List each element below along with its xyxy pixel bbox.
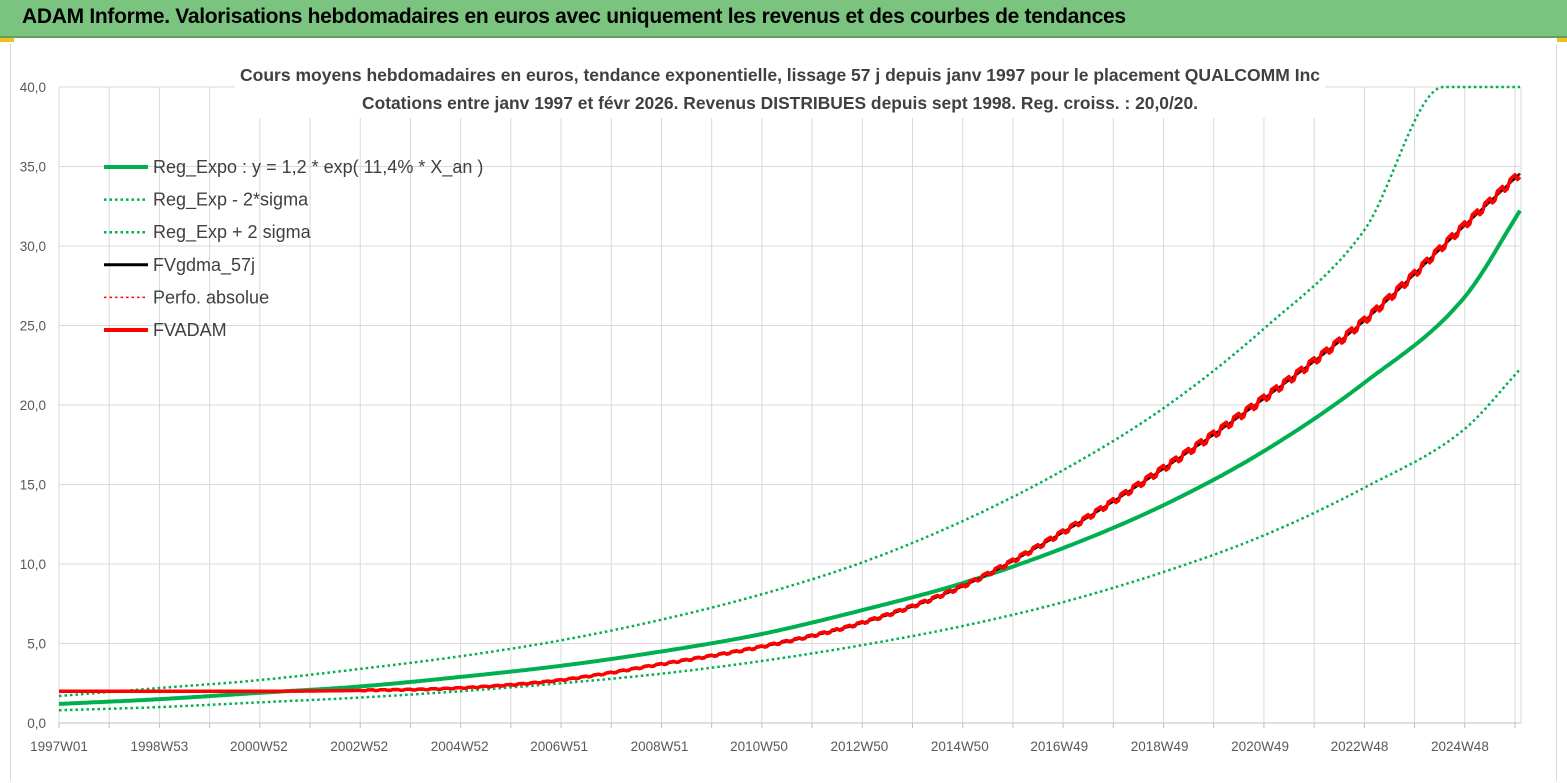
legend: Reg_Expo : y = 1,2 * exp( 11,4% * X_an )… xyxy=(104,157,483,340)
x-tick-label: 2012W50 xyxy=(831,739,889,754)
x-tick-label: 2008W51 xyxy=(631,739,689,754)
x-tick-label: 2010W50 xyxy=(730,739,788,754)
y-tick-label: 0,0 xyxy=(27,716,46,731)
series-line xyxy=(59,172,1521,693)
x-tick-label: 2014W50 xyxy=(931,739,989,754)
y-tick-label: 30,0 xyxy=(20,239,46,254)
x-tick-label: 2002W52 xyxy=(330,739,388,754)
series-line xyxy=(59,173,1521,692)
header-bar: ADAM Informe. Valorisations hebdomadaire… xyxy=(0,0,1567,38)
y-tick-label: 5,0 xyxy=(27,637,46,652)
y-tick-label: 10,0 xyxy=(20,557,46,572)
grid xyxy=(58,86,1522,728)
y-tick-label: 15,0 xyxy=(20,478,46,493)
x-tick-label: 2018W49 xyxy=(1131,739,1189,754)
x-tick-label: 2006W51 xyxy=(530,739,588,754)
series xyxy=(58,85,1522,712)
legend-label: Perfo. absolue xyxy=(153,287,269,307)
series-line xyxy=(58,209,1522,706)
x-tick-label: 2020W49 xyxy=(1231,739,1289,754)
legend-label: Reg_Exp + 2 sigma xyxy=(153,222,312,243)
series-line xyxy=(58,368,1521,712)
x-tick-label: 2004W52 xyxy=(431,739,489,754)
x-tick-label: 2000W52 xyxy=(230,739,288,754)
x-axis: 1997W01 1998W53 2000W52 2002W52 2004W52 2006W… xyxy=(30,739,1489,754)
series-line xyxy=(58,85,1520,698)
x-tick-label: 1997W01 xyxy=(30,739,88,754)
title-backdrop xyxy=(235,60,1325,118)
series-line xyxy=(59,173,1522,693)
corner-mark-left xyxy=(0,38,14,42)
legend-label: Reg_Exp - 2*sigma xyxy=(153,190,309,211)
y-tick-label: 35,0 xyxy=(20,160,46,175)
legend-label: FVADAM xyxy=(153,320,227,340)
x-tick-label: 2024W48 xyxy=(1431,739,1489,754)
y-tick-label: 25,0 xyxy=(20,319,46,334)
corner-mark-right xyxy=(1557,38,1567,42)
x-tick-label: 2016W49 xyxy=(1030,739,1088,754)
chart-title: Cours moyens hebdomadaires en euros, ten… xyxy=(240,65,1320,85)
chart-subtitle: Cotations entre janv 1997 et févr 2026. … xyxy=(362,93,1198,113)
y-axis: 0,0 5,0 10,0 15,0 20,0 25,0 30,0 35,0 40,0 xyxy=(20,80,46,731)
x-tick-label: 2022W48 xyxy=(1331,739,1389,754)
x-tick-label: 1998W53 xyxy=(131,739,189,754)
chart-frame xyxy=(10,44,1557,781)
legend-label: Reg_Expo : y = 1,2 * exp( 11,4% * X_an ) xyxy=(153,157,483,178)
y-tick-label: 40,0 xyxy=(20,80,46,95)
legend-label: FVgdma_57j xyxy=(153,255,255,276)
page-title: ADAM Informe. Valorisations hebdomadaire… xyxy=(22,5,1126,28)
y-tick-label: 20,0 xyxy=(20,398,46,413)
